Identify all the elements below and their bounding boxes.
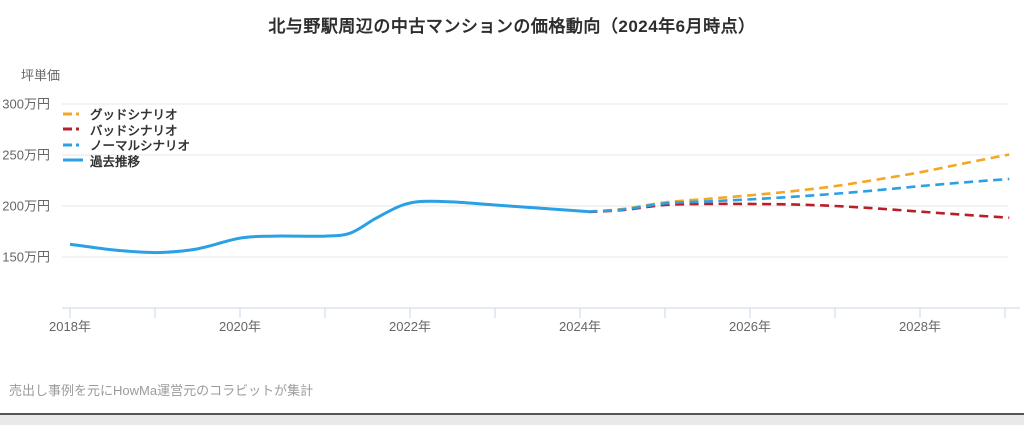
svg-text:250万円: 250万円 bbox=[2, 148, 50, 163]
svg-text:300万円: 300万円 bbox=[2, 97, 50, 112]
legend-label: グッドシナリオ bbox=[90, 108, 178, 123]
chart-title: 北与野駅周辺の中古マンションの価格動向（2024年6月時点） bbox=[268, 17, 756, 36]
svg-text:2028年: 2028年 bbox=[899, 319, 941, 334]
legend-label: 過去推移 bbox=[90, 154, 141, 169]
legend-label: ノーマルシナリオ bbox=[90, 139, 191, 154]
svg-text:150万円: 150万円 bbox=[2, 250, 50, 265]
y-axis-title: 坪単価 bbox=[21, 68, 61, 83]
legend-item-past-trend[interactable]: 過去推移 bbox=[62, 153, 190, 169]
bad-scenario-dash-icon bbox=[63, 127, 83, 131]
svg-text:200万円: 200万円 bbox=[2, 199, 50, 214]
past-trend-line-icon bbox=[63, 158, 83, 162]
legend-item-bad-scenario[interactable]: バッドシナリオ bbox=[62, 122, 190, 138]
svg-text:2026年: 2026年 bbox=[729, 319, 771, 334]
chart-legend: グッドシナリオ バッドシナリオ ノーマルシナリオ 過去推移 bbox=[62, 106, 190, 169]
price-trend-chart: 300万円 250万円 200万円 150万円 2018年 2020年 2022年 2024年… bbox=[0, 60, 1024, 340]
legend-item-normal-scenario[interactable]: ノーマルシナリオ bbox=[62, 137, 190, 153]
chart-plot-area: 300万円 250万円 200万円 150万円 2018年 2020年 2022年 2024年… bbox=[2, 97, 1020, 334]
svg-text:2024年: 2024年 bbox=[559, 319, 601, 334]
legend-item-good-scenario[interactable]: グッドシナリオ bbox=[62, 106, 190, 122]
svg-text:2022年: 2022年 bbox=[389, 319, 431, 334]
source-note: 売出し事例を元にHowMa運営元のコラビットが集計 bbox=[9, 383, 314, 398]
svg-text:2020年: 2020年 bbox=[219, 319, 261, 334]
normal-scenario-dash-icon bbox=[63, 143, 83, 147]
bottom-divider-strip bbox=[0, 413, 1024, 425]
legend-label: バッドシナリオ bbox=[90, 123, 178, 138]
svg-text:2018年: 2018年 bbox=[49, 319, 91, 334]
good-scenario-dash-icon bbox=[63, 112, 83, 116]
